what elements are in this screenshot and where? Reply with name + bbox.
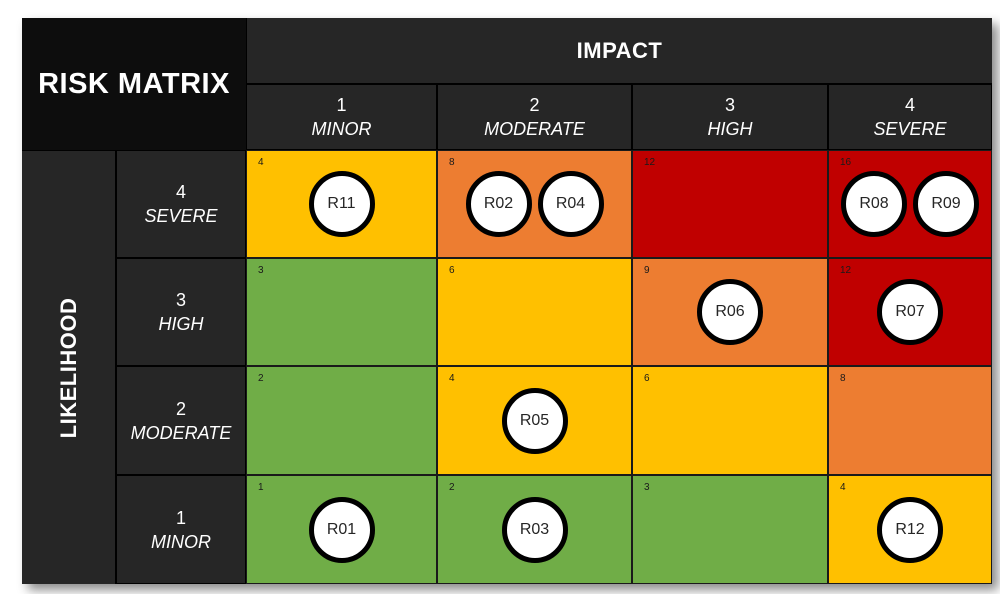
risk-markers: R07 (829, 259, 991, 365)
risk-marker-r04: R04 (537, 171, 604, 237)
risk-marker-r09: R09 (913, 171, 979, 237)
impact-level-2: 2 MODERATE (437, 84, 632, 150)
cell-score: 8 (449, 157, 455, 168)
matrix-cell: 12 (632, 150, 828, 258)
risk-marker-r07: R07 (877, 279, 943, 345)
impact-level-number: 1 (336, 95, 347, 115)
impact-level-name: MODERATE (484, 119, 585, 139)
matrix-cell: 16 R08 R09 (828, 150, 992, 258)
cell-score: 3 (258, 265, 264, 276)
cell-score: 2 (449, 482, 455, 493)
matrix-cell: 2 (246, 366, 437, 475)
likelihood-level-number: 1 (175, 507, 186, 528)
risk-markers: R01 (247, 476, 436, 583)
cell-score: 9 (644, 265, 650, 276)
risk-markers: R06 (633, 259, 827, 365)
cell-score: 1 (258, 482, 264, 493)
matrix-cell: 4 R12 (828, 475, 992, 584)
matrix-cell: 2 R03 (437, 475, 632, 584)
risk-marker-r12: R12 (877, 496, 943, 563)
likelihood-level-3: 3 HIGH (116, 258, 246, 366)
cell-score: 4 (840, 482, 846, 493)
matrix-cell: 12 R07 (828, 258, 992, 366)
risk-markers: R11 (247, 151, 436, 257)
likelihood-level-name: MODERATE (130, 422, 232, 443)
cell-score: 6 (644, 373, 650, 384)
risk-marker-r11: R11 (308, 171, 375, 237)
risk-marker-r01: R01 (308, 496, 375, 563)
matrix-cell: 9 R06 (632, 258, 828, 366)
impact-level-name: MINOR (311, 119, 372, 139)
matrix-cell: 1 R01 (246, 475, 437, 584)
likelihood-level-number: 2 (175, 398, 186, 419)
cell-score: 16 (840, 157, 852, 168)
matrix-title: RISK MATRIX (22, 18, 246, 150)
likelihood-level-1: 1 MINOR (116, 475, 246, 584)
risk-marker-r06: R06 (697, 279, 763, 345)
impact-level-4: 4 SEVERE (828, 84, 992, 150)
cell-score: 12 (840, 265, 852, 276)
impact-level-name: HIGH (707, 119, 753, 139)
matrix-cell: 8 (828, 366, 992, 475)
cell-score: 12 (644, 157, 656, 168)
cell-score: 6 (449, 265, 455, 276)
matrix-cell: 4 R05 (437, 366, 632, 475)
cell-score: 4 (449, 373, 455, 384)
impact-level-number: 3 (724, 95, 735, 115)
likelihood-level-2: 2 MODERATE (116, 366, 246, 475)
risk-marker-r08: R08 (841, 171, 907, 237)
likelihood-level-name: SEVERE (144, 206, 218, 226)
matrix-cell: 8 R02 R04 (437, 150, 632, 258)
risk-markers: R02 R04 (438, 151, 631, 257)
impact-level-3: 3 HIGH (632, 84, 828, 150)
risk-marker-r05: R05 (501, 387, 568, 454)
likelihood-header: LIKELIHOOD (22, 150, 116, 584)
matrix-cell: 6 (437, 258, 632, 366)
impact-level-1: 1 MINOR (246, 84, 437, 150)
likelihood-level-4: 4 SEVERE (116, 150, 246, 258)
cell-score: 4 (258, 157, 264, 168)
cell-score: 2 (258, 373, 264, 384)
impact-header: IMPACT (246, 18, 992, 84)
likelihood-level-name: MINOR (151, 531, 211, 552)
matrix-cell: 3 (246, 258, 437, 366)
likelihood-level-name: HIGH (158, 314, 204, 334)
matrix-cell: 3 (632, 475, 828, 584)
likelihood-level-number: 4 (175, 182, 186, 202)
risk-marker-r02: R02 (465, 171, 532, 237)
risk-markers: R05 (438, 367, 631, 474)
likelihood-level-number: 3 (175, 290, 186, 310)
matrix-cell: 4 R11 (246, 150, 437, 258)
likelihood-label: LIKELIHOOD (55, 297, 81, 438)
impact-level-number: 2 (529, 95, 540, 115)
risk-markers: R12 (829, 476, 991, 583)
impact-level-number: 4 (904, 95, 915, 115)
risk-marker-r03: R03 (501, 496, 568, 563)
cell-score: 8 (840, 373, 846, 384)
matrix-cell: 6 (632, 366, 828, 475)
cell-score: 3 (644, 482, 650, 493)
impact-level-name: SEVERE (873, 119, 947, 139)
risk-markers: R03 (438, 476, 631, 583)
risk-markers: R08 R09 (829, 151, 991, 257)
risk-matrix: RISK MATRIX IMPACT LIKELIHOOD 1 MINOR 2 MOD… (22, 18, 992, 584)
